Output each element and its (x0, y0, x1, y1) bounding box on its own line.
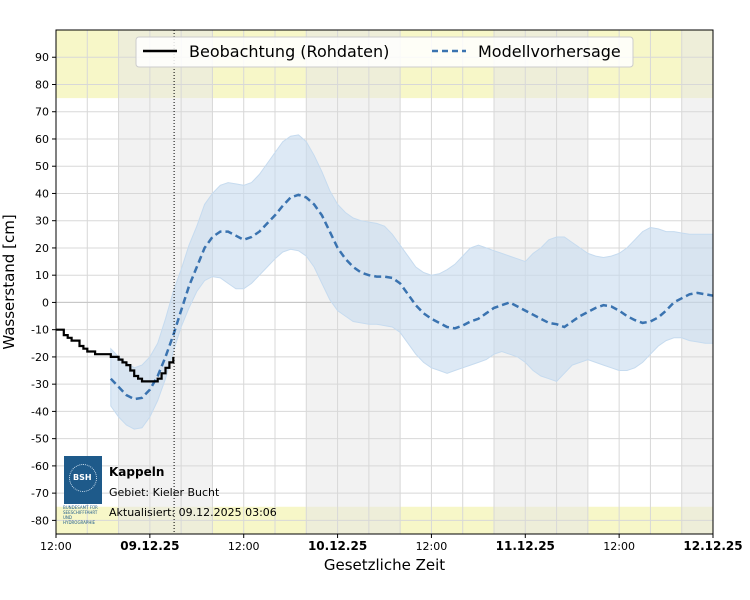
y-tick-label: 60 (35, 133, 49, 146)
y-tick-label: 90 (35, 51, 49, 64)
x-axis-label: Gesetzliche Zeit (324, 556, 445, 574)
x-tick-label: 10.12.25 (308, 539, 367, 553)
forecast-line (109, 193, 713, 401)
legend-label-forecast: Modellvorhersage (478, 42, 621, 61)
y-axis-ticks: 90 80 70 60 50 40 30 20 10 0 -10 -20 -30 -40 -50 -60 -70… (31, 51, 56, 527)
plot-frame (55, 29, 714, 535)
logo-star-ring-icon (69, 464, 97, 492)
logo-subtext: BUNDESAMT FÜR SEESCHIFFFAHRT UND HYDROGR… (63, 505, 98, 525)
y-tick-label: -80 (31, 514, 49, 527)
bsh-logo: BSH (64, 456, 102, 504)
y-tick-label: -20 (31, 351, 49, 364)
y-tick-label: 10 (35, 269, 49, 282)
station-region: Gebiet: Kieler Bucht (109, 486, 220, 499)
x-tick-label: 12:00 (603, 540, 635, 553)
y-tick-label: 40 (35, 187, 49, 200)
series-layer (56, 30, 713, 534)
x-tick-label: 11.12.25 (496, 539, 555, 553)
station-name: Kappeln (109, 465, 165, 479)
legend-box (135, 36, 634, 68)
logo-text: BSH (73, 473, 92, 482)
y-tick-label: -50 (31, 433, 49, 446)
forecast-uncertainty-band (110, 134, 713, 430)
y-tick-label: -30 (31, 378, 49, 391)
x-tick-label: 12:00 (416, 540, 448, 553)
y-tick-label: -70 (31, 487, 49, 500)
x-tick-label: 12.12.25 (683, 539, 742, 553)
station-info-box: BSH BUNDESAMT FÜR SEESCHIFFFAHRT UND HYD… (60, 452, 310, 532)
legend-label-observation: Beobachtung (Rohdaten) (189, 42, 389, 61)
x-axis-ticks: 12:00 09.12.25 12:00 10.12.25 12:00 11.12.25 1… (40, 534, 743, 553)
y-tick-label: 0 (42, 296, 49, 309)
y-tick-label: -60 (31, 460, 49, 473)
legend: Beobachtung (Rohdaten) Modellvorhersage (135, 36, 634, 68)
y-tick-label: 20 (35, 242, 49, 255)
y-tick-label: 70 (35, 106, 49, 119)
y-tick-label: -10 (31, 324, 49, 337)
x-tick-label: 12:00 (228, 540, 260, 553)
x-tick-label: 09.12.25 (120, 539, 179, 553)
y-tick-label: 80 (35, 78, 49, 91)
x-tick-label: 12:00 (40, 540, 72, 553)
y-tick-label: 30 (35, 215, 49, 228)
observation-line (56, 328, 175, 383)
last-updated: Aktualisiert: 09.12.2025 03:06 (109, 506, 277, 519)
plot-border (55, 29, 714, 535)
y-axis-label: Wasserstand [cm] (0, 214, 18, 349)
y-tick-label: 50 (35, 160, 49, 173)
y-tick-label: -40 (31, 405, 49, 418)
